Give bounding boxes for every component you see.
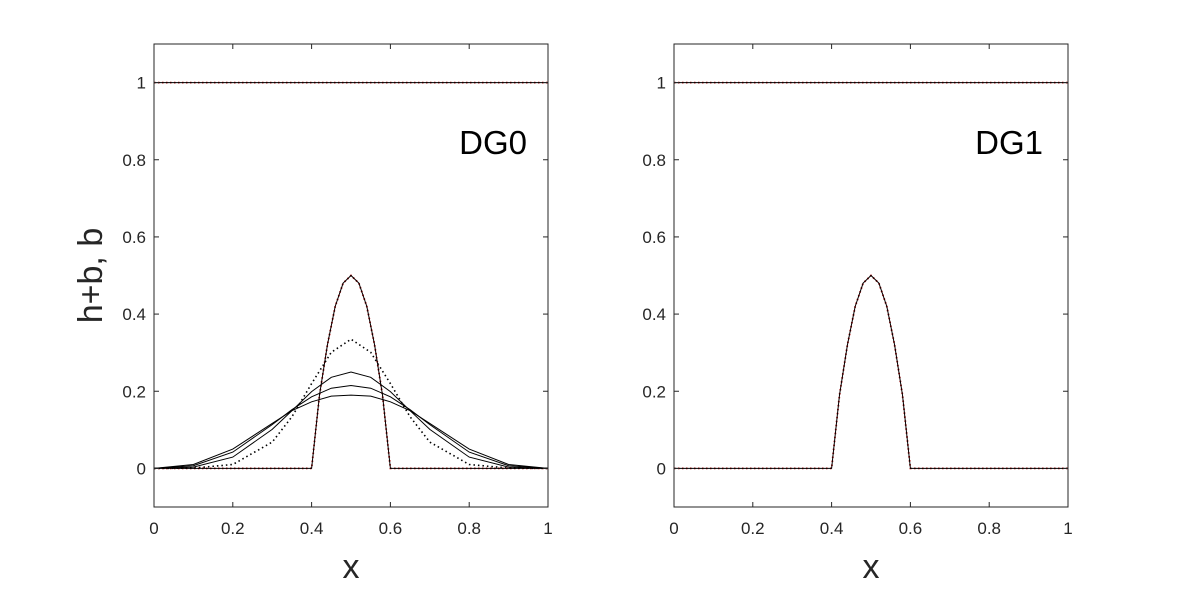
- y-tick-label: 0.2: [122, 382, 146, 401]
- panel-label: DG1: [975, 124, 1043, 161]
- y-tick-label: 0.8: [122, 151, 146, 170]
- axes-frame: [673, 43, 1069, 508]
- axes-frame: [153, 43, 549, 508]
- y-tick-label: 0.4: [122, 305, 146, 324]
- y-tick-label: 0.6: [122, 228, 146, 247]
- y-tick-label: 0.4: [642, 305, 666, 324]
- series-line-4: [154, 274, 548, 469]
- series-line-7: [153, 384, 549, 469]
- x-tick-label: 0: [669, 519, 678, 538]
- y-tick-label: 0: [137, 459, 146, 478]
- x-tick-label: 0: [149, 519, 158, 538]
- y-tick-label: 0: [657, 459, 666, 478]
- x-tick-label: 0.8: [457, 519, 481, 538]
- panel-label: DG0: [459, 124, 527, 161]
- x-tick-label: 1: [543, 519, 552, 538]
- series-line-6: [153, 371, 549, 469]
- x-axis-label: x: [863, 548, 880, 586]
- y-axis-label: h+b, b: [72, 228, 110, 323]
- series-line-8: [153, 394, 549, 469]
- series-line-4: [674, 274, 1068, 469]
- x-tick-label: 0.8: [977, 519, 1001, 538]
- panel-2: 0 0.2 0.4 0.6 0.8 1 0 0.2 0.4 0.6 0.8 1 x DG1: [642, 43, 1073, 586]
- y-tick-label: 1: [657, 74, 666, 93]
- x-tick-label: 0.2: [221, 519, 245, 538]
- x-axis-label: x: [343, 548, 360, 586]
- x-tick-label: 0.4: [820, 519, 844, 538]
- y-tick-label: 0.6: [642, 228, 666, 247]
- y-tick-label: 0.2: [642, 382, 666, 401]
- x-tick-label: 0.6: [899, 519, 923, 538]
- y-tick-label: 0.8: [642, 151, 666, 170]
- x-tick-label: 0.6: [379, 519, 403, 538]
- x-tick-label: 0.4: [300, 519, 324, 538]
- x-tick-label: 1: [1063, 519, 1072, 538]
- y-tick-label: 1: [137, 74, 146, 93]
- panel-1: 0 0.2 0.4 0.6 0.8 1 0 0.2 0.4 0.6 0.8 1 x h+b, b DG0: [72, 43, 553, 586]
- x-tick-label: 0.2: [741, 519, 765, 538]
